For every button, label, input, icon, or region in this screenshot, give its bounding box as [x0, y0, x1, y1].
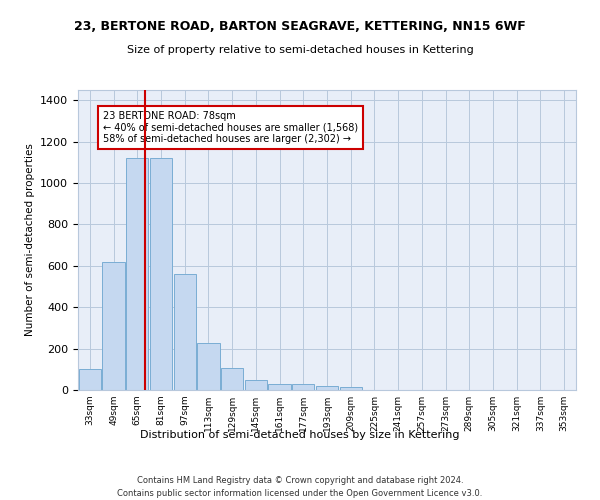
Bar — [268, 384, 290, 390]
Bar — [197, 344, 220, 390]
Bar — [316, 386, 338, 390]
Bar — [126, 158, 148, 390]
Bar — [221, 368, 243, 390]
Text: 23, BERTONE ROAD, BARTON SEAGRAVE, KETTERING, NN15 6WF: 23, BERTONE ROAD, BARTON SEAGRAVE, KETTE… — [74, 20, 526, 33]
Text: Size of property relative to semi-detached houses in Kettering: Size of property relative to semi-detach… — [127, 45, 473, 55]
Bar — [292, 384, 314, 390]
Bar — [79, 370, 101, 390]
Text: Contains HM Land Registry data © Crown copyright and database right 2024.: Contains HM Land Registry data © Crown c… — [137, 476, 463, 485]
Bar — [245, 380, 267, 390]
Text: 23 BERTONE ROAD: 78sqm
← 40% of semi-detached houses are smaller (1,568)
58% of : 23 BERTONE ROAD: 78sqm ← 40% of semi-det… — [103, 110, 358, 144]
Bar — [103, 262, 125, 390]
Y-axis label: Number of semi-detached properties: Number of semi-detached properties — [25, 144, 35, 336]
Bar — [173, 274, 196, 390]
Text: Contains public sector information licensed under the Open Government Licence v3: Contains public sector information licen… — [118, 488, 482, 498]
Bar — [150, 158, 172, 390]
Bar — [340, 387, 362, 390]
Text: Distribution of semi-detached houses by size in Kettering: Distribution of semi-detached houses by … — [140, 430, 460, 440]
